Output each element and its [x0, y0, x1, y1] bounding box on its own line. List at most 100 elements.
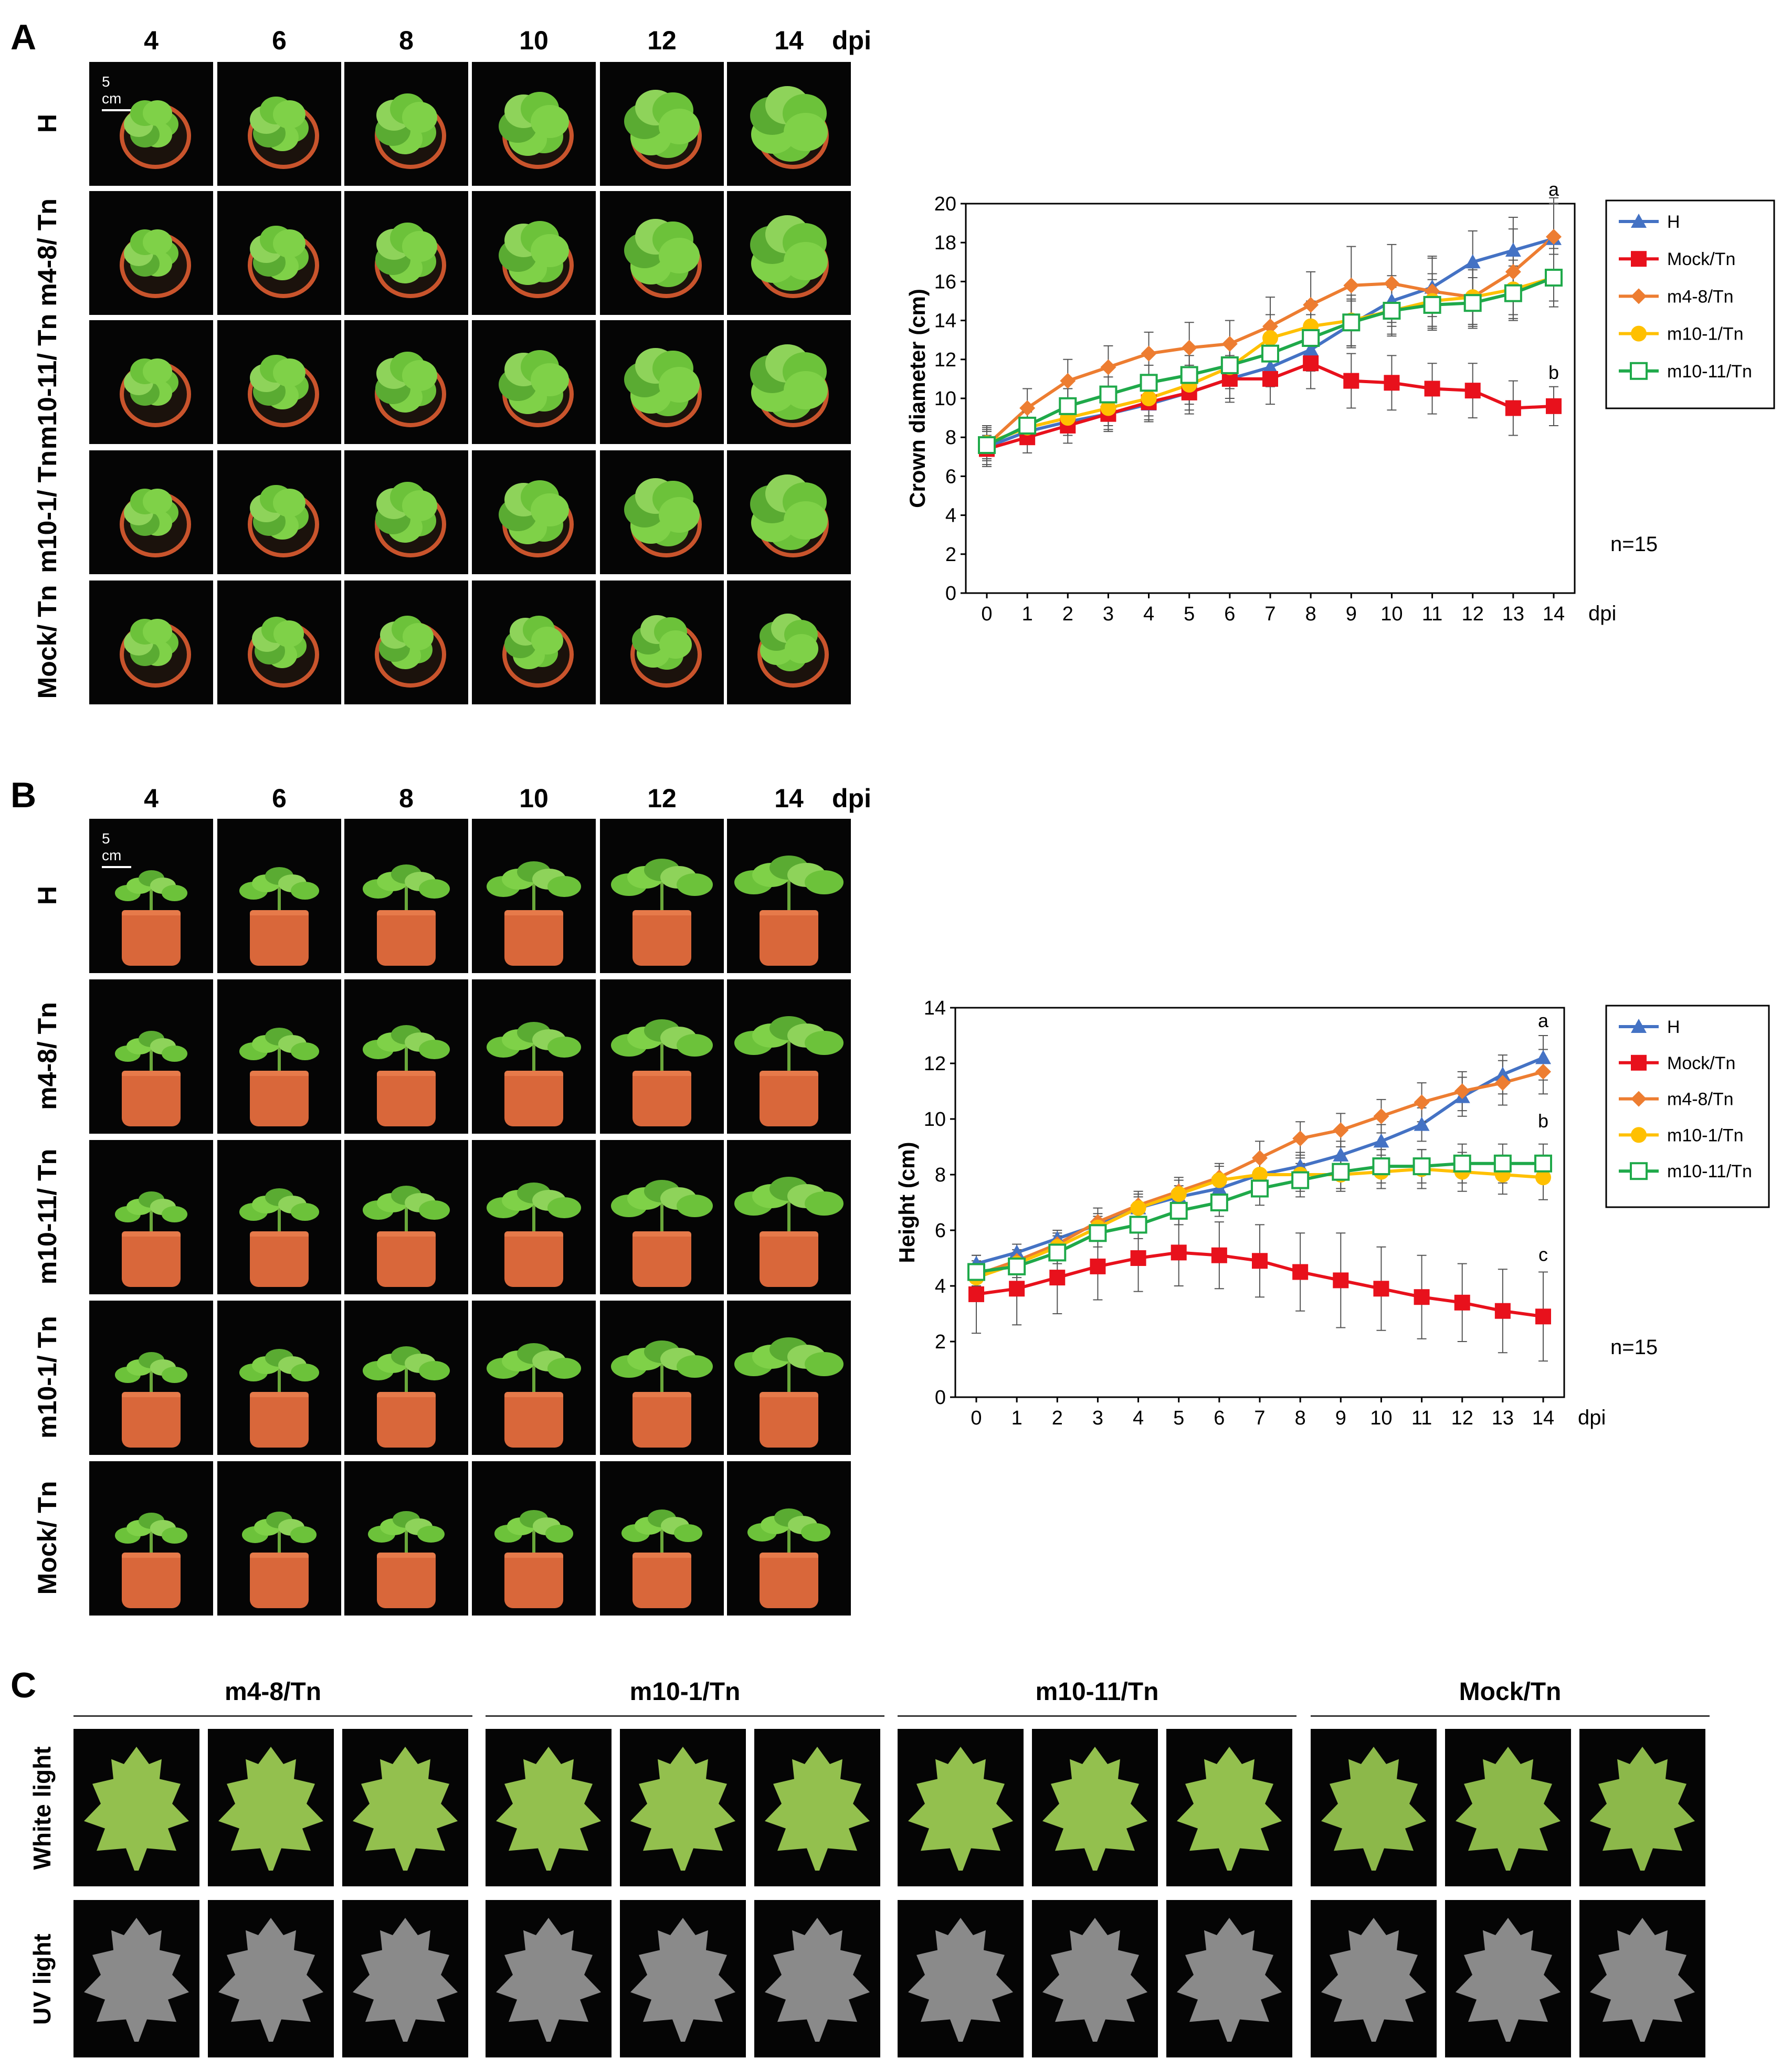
leaf [417, 1525, 445, 1543]
data-point [1169, 1201, 1188, 1220]
legend-marker [1631, 1019, 1647, 1033]
y-tick-label: 16 [934, 271, 956, 293]
legend-marker [1630, 362, 1648, 380]
stem [278, 1042, 281, 1071]
data-point [1333, 1122, 1349, 1138]
plant-photo [217, 1461, 341, 1616]
data-point [1464, 383, 1481, 399]
leaf [273, 358, 305, 387]
group-underline [1311, 1715, 1710, 1717]
pot [760, 1553, 818, 1608]
plant-photo [89, 979, 213, 1134]
data-point [1291, 1171, 1310, 1189]
leaf [142, 229, 172, 255]
plant-photo [217, 191, 341, 315]
leaf [273, 620, 304, 647]
data-point [1373, 1133, 1389, 1148]
plant-photo [600, 580, 724, 704]
x-tick-label: 14 [1532, 1407, 1554, 1429]
data-point [1251, 1179, 1269, 1198]
leaf [784, 241, 828, 281]
leaf-shape [218, 1747, 323, 1871]
plant-photo [89, 450, 213, 574]
group-underline [486, 1715, 884, 1717]
stem [405, 879, 408, 910]
stem [278, 1203, 281, 1231]
data-point [1494, 1303, 1511, 1319]
data-point [1505, 242, 1521, 257]
plant-photo [600, 1301, 724, 1455]
pot [504, 1231, 563, 1287]
data-point [1100, 400, 1116, 416]
day-header-12: 12 [647, 784, 677, 813]
y-tick-label: 14 [924, 997, 946, 1019]
data-point [1332, 1163, 1350, 1181]
legend-label: H [1667, 1017, 1680, 1037]
significance-letter: b [1548, 362, 1559, 383]
data-point [1261, 344, 1279, 363]
leaf [805, 870, 844, 895]
leaf-white-light [1579, 1729, 1705, 1886]
stem [278, 1364, 281, 1392]
data-point [1343, 277, 1359, 293]
leaf-shape [1042, 1918, 1147, 2042]
y-tick-label: 6 [935, 1220, 946, 1242]
data-point [1505, 400, 1521, 416]
data-point [1412, 1157, 1431, 1176]
plant-photo [472, 580, 596, 704]
leaf-white-light [208, 1729, 334, 1886]
data-point [1342, 313, 1361, 332]
data-point [1181, 340, 1197, 356]
data-point [1099, 385, 1118, 404]
data-point [1019, 400, 1036, 416]
stem [532, 1198, 535, 1231]
stem [150, 1366, 153, 1392]
plant-photo [472, 1461, 596, 1616]
y-axis-label: Crown diameter (cm) [905, 289, 930, 508]
plant-photo [89, 1140, 213, 1294]
leaf [677, 1033, 713, 1057]
y-tick-label: 14 [934, 310, 956, 332]
leaf-uv-light [754, 1900, 880, 2057]
leaf [162, 1046, 188, 1062]
legend-marker [1631, 288, 1647, 304]
data-point [1262, 330, 1278, 346]
x-axis-label: dpi [1578, 1406, 1606, 1429]
plant-photo [727, 1461, 851, 1616]
data-point [1333, 1272, 1349, 1289]
day-header-8: 8 [399, 784, 414, 813]
row-label-0: H [33, 885, 62, 905]
leaf [403, 623, 434, 651]
plant-photo [727, 580, 851, 704]
y-axis-label: Height (cm) [894, 1142, 919, 1263]
data-point [1303, 355, 1319, 372]
x-tick-label: 12 [1451, 1407, 1473, 1429]
plant-photo [727, 819, 851, 973]
plant-photo [89, 1301, 213, 1455]
row-label-4: Mock/ Tn [33, 1481, 62, 1595]
leaf-uv-light [1445, 1900, 1571, 2057]
data-point [1292, 1264, 1309, 1280]
data-point [1049, 1270, 1066, 1286]
leaf [531, 234, 569, 268]
data-point [1454, 1294, 1470, 1311]
pot [122, 910, 181, 966]
data-point [1129, 1216, 1147, 1234]
data-point [1504, 284, 1522, 302]
stem [150, 884, 153, 910]
x-tick-label: 1 [1011, 1407, 1023, 1429]
stem [660, 1356, 663, 1392]
data-point [1100, 359, 1116, 375]
x-tick-label: 11 [1422, 603, 1442, 625]
data-point [967, 1263, 985, 1281]
plant-photo [600, 62, 724, 186]
leaf-white-light [1445, 1729, 1571, 1886]
data-point [1384, 276, 1400, 292]
y-tick-label: 8 [935, 1164, 946, 1186]
stem [532, 1037, 535, 1071]
stem [660, 1524, 663, 1553]
pot [377, 1392, 436, 1448]
leaf [402, 102, 438, 133]
plant-photo [89, 320, 213, 444]
